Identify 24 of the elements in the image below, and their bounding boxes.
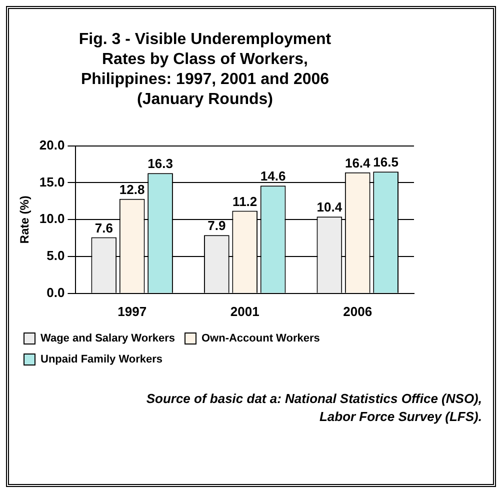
data-label: 16.5: [373, 154, 398, 170]
x-tick-label: 2001: [230, 304, 260, 319]
legend-label: Unpaid Family Workers: [40, 354, 163, 366]
legend-label: Own-Account Workers: [202, 332, 320, 345]
data-label: 16.3: [148, 156, 173, 172]
x-tick-label: 1997: [118, 304, 147, 319]
data-label: 7.9: [208, 218, 226, 234]
chart-title: Fig. 3 - Visible Underemployment Rates by Class of Workers, Philippines: 1997, 2001 and 2006 (January Rounds): [78, 30, 332, 110]
data-label: 10.4: [316, 200, 343, 215]
data-label: 16.4: [344, 155, 372, 170]
data-label: 12.8: [119, 182, 145, 198]
data-label: 14.6: [260, 168, 286, 184]
y-tick-label: 10.0: [39, 211, 65, 226]
data-label: 11.2: [232, 194, 258, 209]
data-label: 7.6: [94, 220, 113, 236]
x-tick-label: 2006: [343, 304, 372, 319]
y-tick-label: 0.0: [46, 284, 65, 300]
y-tick-label: 5.0: [46, 248, 65, 264]
source-note: Source of basic dat a: National Statistics Office (NSO),: [146, 390, 482, 408]
y-tick-label: 15.0: [39, 174, 65, 190]
legend-label: Wage and Salary Workers: [40, 332, 175, 345]
y-tick-label: 20.0: [39, 137, 65, 152]
y-axis-title: Rate (%): [18, 196, 32, 244]
text: Labor Force Survey (LFS).: [318, 408, 482, 426]
